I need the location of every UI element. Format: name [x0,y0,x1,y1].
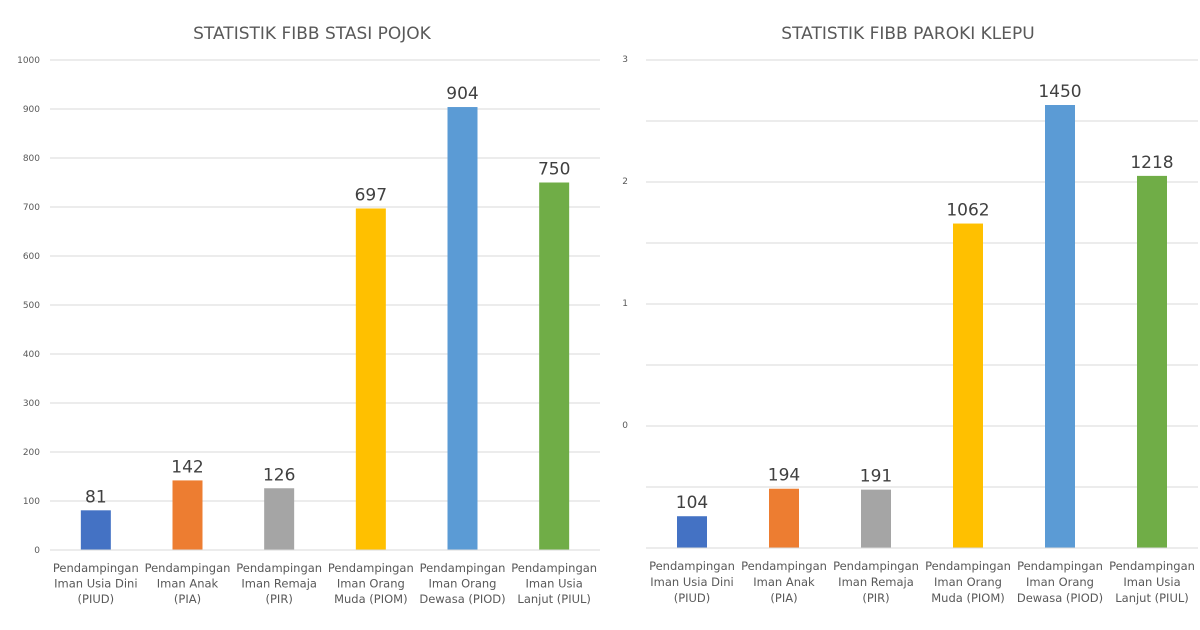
bar-0 [80,510,111,550]
category-label: Pendampingan Iman Anak (PIA) [145,561,231,606]
category-label: Pendampingan Iman Orang Muda (PIOM) [925,559,1011,605]
category-label-line: Iman Usia [1123,575,1180,589]
bar-2 [264,488,295,550]
y-tick-label: 800 [23,154,40,164]
y-tick-label: 0 [622,421,628,431]
category-label-line: Pendampingan [236,561,322,575]
category-label-line: Pendampingan [511,561,597,575]
category-label-line: Pendampingan [741,559,827,573]
bar-4 [447,107,478,550]
bar-1 [769,488,799,548]
bar-3 [953,223,983,548]
category-label-line: Iman Orang [337,577,405,591]
category-label: Pendampingan Iman Usia Lanjut (PIUL) [511,561,597,606]
category-label-line: Iman Remaja [241,577,317,591]
category-label: Pendampingan Iman Anak (PIA) [741,559,827,605]
data-label: 81 [85,487,107,507]
y-tick-label: 700 [23,203,40,213]
data-label: 194 [768,466,800,486]
category-label-line: Pendampingan [145,561,231,575]
category-label-line: Iman Orang [934,575,1002,589]
bar-1 [172,480,203,550]
data-label: 1450 [1038,82,1081,102]
category-label-line: Iman Orang [428,577,496,591]
data-label: 142 [171,457,203,477]
bar-5 [539,182,570,550]
y-tick-label: 400 [23,350,40,360]
chart-title: STATISTIK FIBB STASI POJOK [193,24,432,44]
category-label-line: Iman Usia Dini [54,577,137,591]
category-label-line: (PIA) [174,592,201,606]
data-label: 904 [446,84,478,104]
category-label-line: Pendampingan [649,559,735,573]
category-label-line: Iman Usia [526,577,583,591]
category-label-line: Muda (PIOM) [931,591,1005,605]
data-label: 126 [263,465,295,485]
category-label-line: Iman Anak [157,577,219,591]
category-label-line: Pendampingan [328,561,414,575]
y-tick-label: 3 [622,55,628,65]
category-label-line: (PIUD) [674,591,711,605]
category-label: Pendampingan Iman Orang Dewasa (PIOD) [1017,559,1103,605]
bar-5 [1137,175,1167,548]
data-label: 697 [355,185,387,205]
category-label: Pendampingan Iman Orang Dewasa (PIOD) [419,561,505,606]
data-label: 1218 [1130,153,1173,173]
bar-3 [355,208,386,550]
data-label: 1062 [946,201,989,221]
y-tick-label: 500 [23,301,40,311]
chart-paroki-klepu: STATISTIK FIBB PAROKI KLEPU 0 1 2 3 104 Pendam… [622,24,1198,605]
chart-title: STATISTIK FIBB PAROKI KLEPU [781,24,1034,44]
category-label-line: Iman Remaja [838,575,914,589]
category-label: Pendampingan Iman Usia Dini (PIUD) [649,559,735,605]
category-label-line: Pendampingan [1109,559,1195,573]
category-label-line: Dewasa (PIOD) [419,592,505,606]
category-label-line: (PIR) [862,591,889,605]
category-label: Pendampingan Iman Remaja (PIR) [236,561,322,606]
y-tick-label: 300 [23,399,40,409]
category-label-line: Pendampingan [53,561,139,575]
category-label: Pendampingan Iman Usia Dini (PIUD) [53,561,139,606]
y-tick-label: 1000 [17,56,40,66]
category-label-line: (PIUD) [78,592,115,606]
y-tick-label: 100 [23,497,40,507]
category-label-line: Dewasa (PIOD) [1017,591,1103,605]
category-label-line: Pendampingan [420,561,506,575]
y-tick-label: 900 [23,105,40,115]
y-tick-label: 2 [622,177,628,187]
y-tick-label: 0 [34,546,40,556]
chart-stasi-pojok: STATISTIK FIBB STASI POJOK 0 100 200 300 400 5… [17,24,600,606]
category-label-line: Pendampingan [1017,559,1103,573]
bar-4 [1045,105,1075,548]
bar-2 [861,489,891,548]
category-label-line: (PIA) [770,591,797,605]
data-label: 104 [676,493,708,513]
category-label-line: Iman Orang [1026,575,1094,589]
data-label: 191 [860,467,892,487]
category-label-line: Iman Usia Dini [650,575,733,589]
y-tick-label: 600 [23,252,40,262]
y-tick-label: 200 [23,448,40,458]
bar-0 [677,516,707,548]
y-tick-label: 1 [622,299,628,309]
category-label-line: Pendampingan [925,559,1011,573]
category-label: Pendampingan Iman Orang Muda (PIOM) [328,561,414,606]
category-label: Pendampingan Iman Usia Lanjut (PIUL) [1109,559,1195,605]
category-label-line: Iman Anak [753,575,815,589]
category-label-line: Lanjut (PIUL) [1115,591,1189,605]
category-label-line: Pendampingan [833,559,919,573]
data-label: 750 [538,160,570,180]
category-label-line: Muda (PIOM) [334,592,408,606]
category-label-line: (PIR) [266,592,293,606]
category-label: Pendampingan Iman Remaja (PIR) [833,559,919,605]
category-label-line: Lanjut (PIUL) [517,592,591,606]
